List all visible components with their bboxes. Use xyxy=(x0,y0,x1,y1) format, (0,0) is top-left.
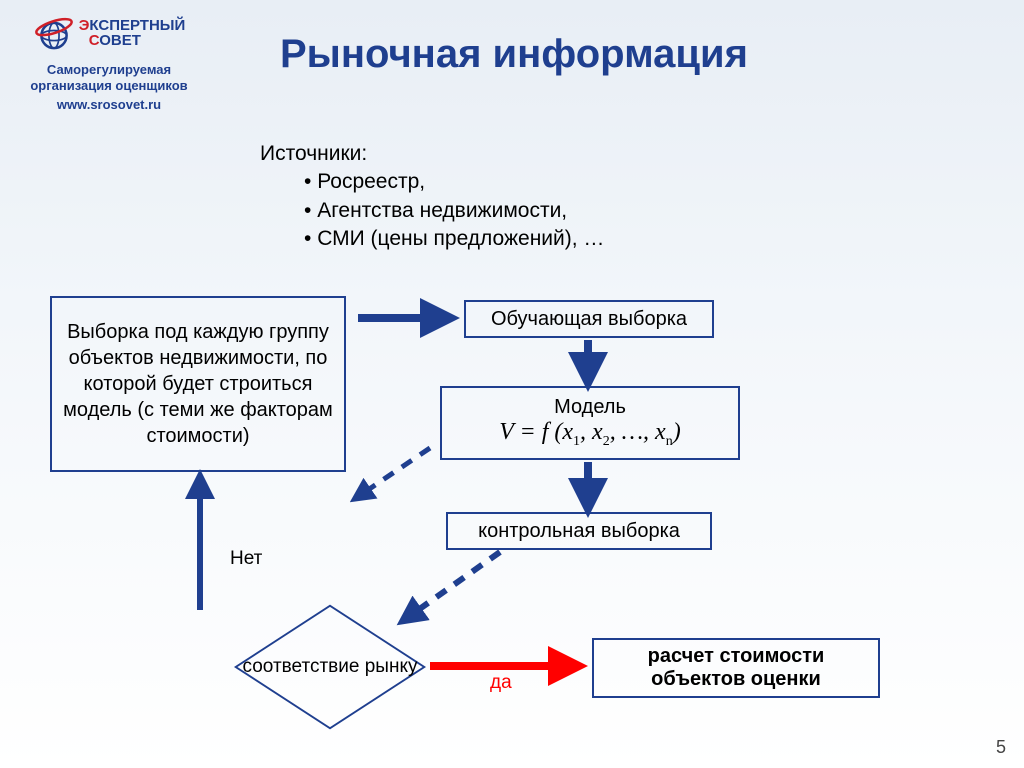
logo-text-1: ЭКСПЕРТНЫЙ xyxy=(79,18,186,33)
diamond-label: соответствие рынку xyxy=(240,614,420,720)
sources-block: Источники: Росреестр, Агентства недвижим… xyxy=(260,140,604,253)
sources-list: Росреестр, Агентства недвижимости, СМИ (… xyxy=(304,168,604,253)
source-item: СМИ (цены предложений), … xyxy=(304,225,604,253)
box-result: расчет стоимости объектов оценки xyxy=(592,638,880,698)
decision-diamond: соответствие рынку xyxy=(240,614,420,720)
sources-label: Источники: xyxy=(260,140,604,168)
globe-icon xyxy=(33,12,75,54)
source-item: Агентства недвижимости, xyxy=(304,197,604,225)
logo-block: ЭКСПЕРТНЫЙ СОВЕТ Саморегулируемаяорганиз… xyxy=(14,12,204,112)
page-number: 5 xyxy=(996,737,1006,758)
logo: ЭКСПЕРТНЫЙ СОВЕТ xyxy=(14,12,204,54)
box-model-label: Модель xyxy=(554,396,626,419)
org-url: www.srosovet.ru xyxy=(14,97,204,112)
box-train: Обучающая выборка xyxy=(464,300,714,338)
label-no: Нет xyxy=(230,548,262,570)
source-item: Росреестр, xyxy=(304,168,604,196)
box-control: контрольная выборка xyxy=(446,512,712,550)
page-title: Рыночная информация xyxy=(280,32,748,77)
label-yes: да xyxy=(490,672,512,694)
box-sample: Выборка под каждую группу объектов недви… xyxy=(50,296,346,472)
box-model-formula: V = f (x1, x2, …, xn) xyxy=(499,419,680,450)
box-model: Модель V = f (x1, x2, …, xn) xyxy=(440,386,740,460)
logo-text-2: СОВЕТ xyxy=(89,33,141,48)
org-subtitle: Саморегулируемаяорганизация оценщиков xyxy=(14,62,204,95)
